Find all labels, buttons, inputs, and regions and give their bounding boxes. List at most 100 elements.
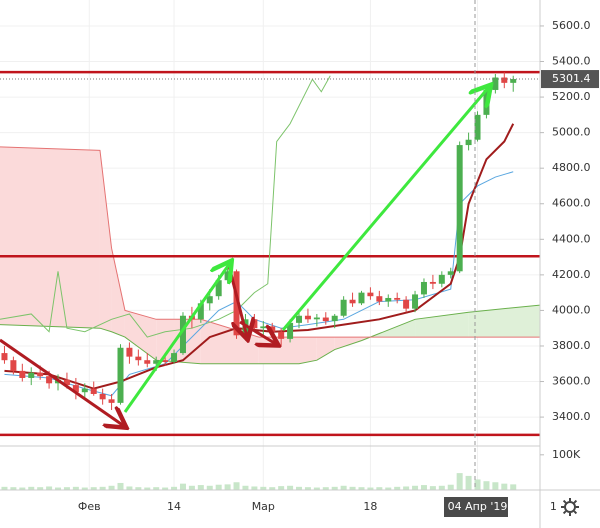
background-layer [0, 0, 541, 490]
x-tick-label: 18 [363, 500, 377, 513]
volume-bar [403, 486, 410, 490]
volume-bar [296, 486, 303, 490]
volume-bar [233, 482, 240, 490]
plot-layer [0, 70, 540, 437]
volume-bar [465, 475, 472, 490]
volume-bar [501, 483, 508, 490]
gear[interactable] [564, 501, 576, 513]
volume-bar [162, 487, 169, 490]
volume-bar [340, 485, 347, 490]
cloud-fill [334, 337, 362, 350]
candle-body [269, 326, 276, 332]
candle-body [465, 139, 472, 146]
candle-body [322, 317, 329, 322]
volume-bar [331, 486, 338, 490]
volume-bar [206, 485, 213, 490]
candle-body [99, 393, 106, 400]
candle-body [304, 315, 311, 320]
volume-bar [171, 486, 178, 490]
candle-body [46, 376, 53, 384]
cloud-fill [124, 310, 157, 361]
x-tick-label: 04 Апр '19 [448, 500, 508, 513]
candle-body [331, 315, 338, 322]
last-price-box [541, 70, 599, 89]
candle-body [287, 322, 294, 339]
candle-body [10, 360, 17, 371]
last-price-label: 5301.4 [552, 72, 591, 85]
candle-body [438, 274, 445, 284]
cloud-fill [415, 312, 469, 338]
candle-body [215, 280, 222, 297]
candle-body [376, 296, 383, 302]
volume-bar [81, 487, 88, 490]
candle-body [260, 326, 267, 329]
volume-bar [367, 487, 374, 490]
volume-bar [179, 483, 186, 490]
trend-arrow [0, 338, 124, 426]
volume-bar [197, 485, 204, 490]
volume-bar [447, 484, 454, 490]
candle-body [367, 292, 374, 297]
volume-bar [99, 486, 106, 490]
candle-body [492, 77, 499, 90]
volume-bar [483, 481, 490, 490]
candle-body [394, 297, 401, 300]
candle-body [117, 347, 124, 403]
candle-body [429, 281, 436, 284]
settings-icon[interactable] [561, 498, 579, 516]
candle-body [510, 79, 517, 83]
candle-body [501, 77, 508, 83]
candle-body [1, 353, 8, 361]
volume-bar [117, 482, 124, 490]
candle-body [340, 299, 347, 316]
candle-body [456, 145, 463, 272]
candle-body [179, 315, 186, 354]
volume-bar [349, 486, 356, 490]
volume-bar [1, 486, 8, 490]
volume-bar [135, 487, 142, 490]
candle-body [28, 372, 35, 378]
candle-body [403, 299, 410, 309]
volume-bar [429, 486, 436, 490]
gear-teeth[interactable] [561, 498, 579, 516]
volume-bar [510, 484, 517, 490]
y-tick-label: 4000.0 [552, 303, 591, 316]
trend-arrow [239, 320, 276, 344]
candle-body [206, 296, 213, 304]
volume-bar [28, 486, 35, 490]
drawings [0, 0, 489, 490]
candle-body [474, 114, 481, 140]
volume-bar [420, 485, 427, 490]
candle-body [385, 297, 392, 302]
volume-bar [385, 487, 392, 490]
volume-bar [188, 485, 195, 490]
candle-body [251, 319, 258, 329]
cloud-span-a [0, 304, 541, 365]
volume-bar [313, 487, 320, 490]
candle-body [19, 370, 26, 378]
x-tick-label: 1 [550, 500, 557, 513]
candle-body [37, 372, 44, 377]
y-tick-label: 5000.0 [552, 126, 591, 139]
volume-bar [72, 486, 79, 490]
y-tick-label: 4400.0 [552, 232, 591, 245]
trend-arrow [123, 263, 230, 413]
cloud-fill [99, 150, 112, 332]
volume-bar [46, 486, 53, 490]
volume-bar [269, 487, 276, 490]
volume-bar [251, 486, 258, 490]
volume-bar [215, 484, 222, 490]
y-tick-label: 3600.0 [552, 375, 591, 388]
candle-body [81, 388, 88, 393]
x-tick-label: 14 [167, 500, 181, 513]
x-tick-label: Мар [252, 500, 275, 513]
candle-body [447, 271, 454, 275]
cloud-fill [299, 337, 317, 364]
y-tick-label: 3800.0 [552, 339, 591, 352]
volume-bar [242, 485, 249, 490]
candle-body [233, 271, 240, 336]
volume-bar [126, 486, 133, 490]
volume-tick-label: 100K [552, 448, 581, 461]
candle-body [313, 317, 320, 320]
